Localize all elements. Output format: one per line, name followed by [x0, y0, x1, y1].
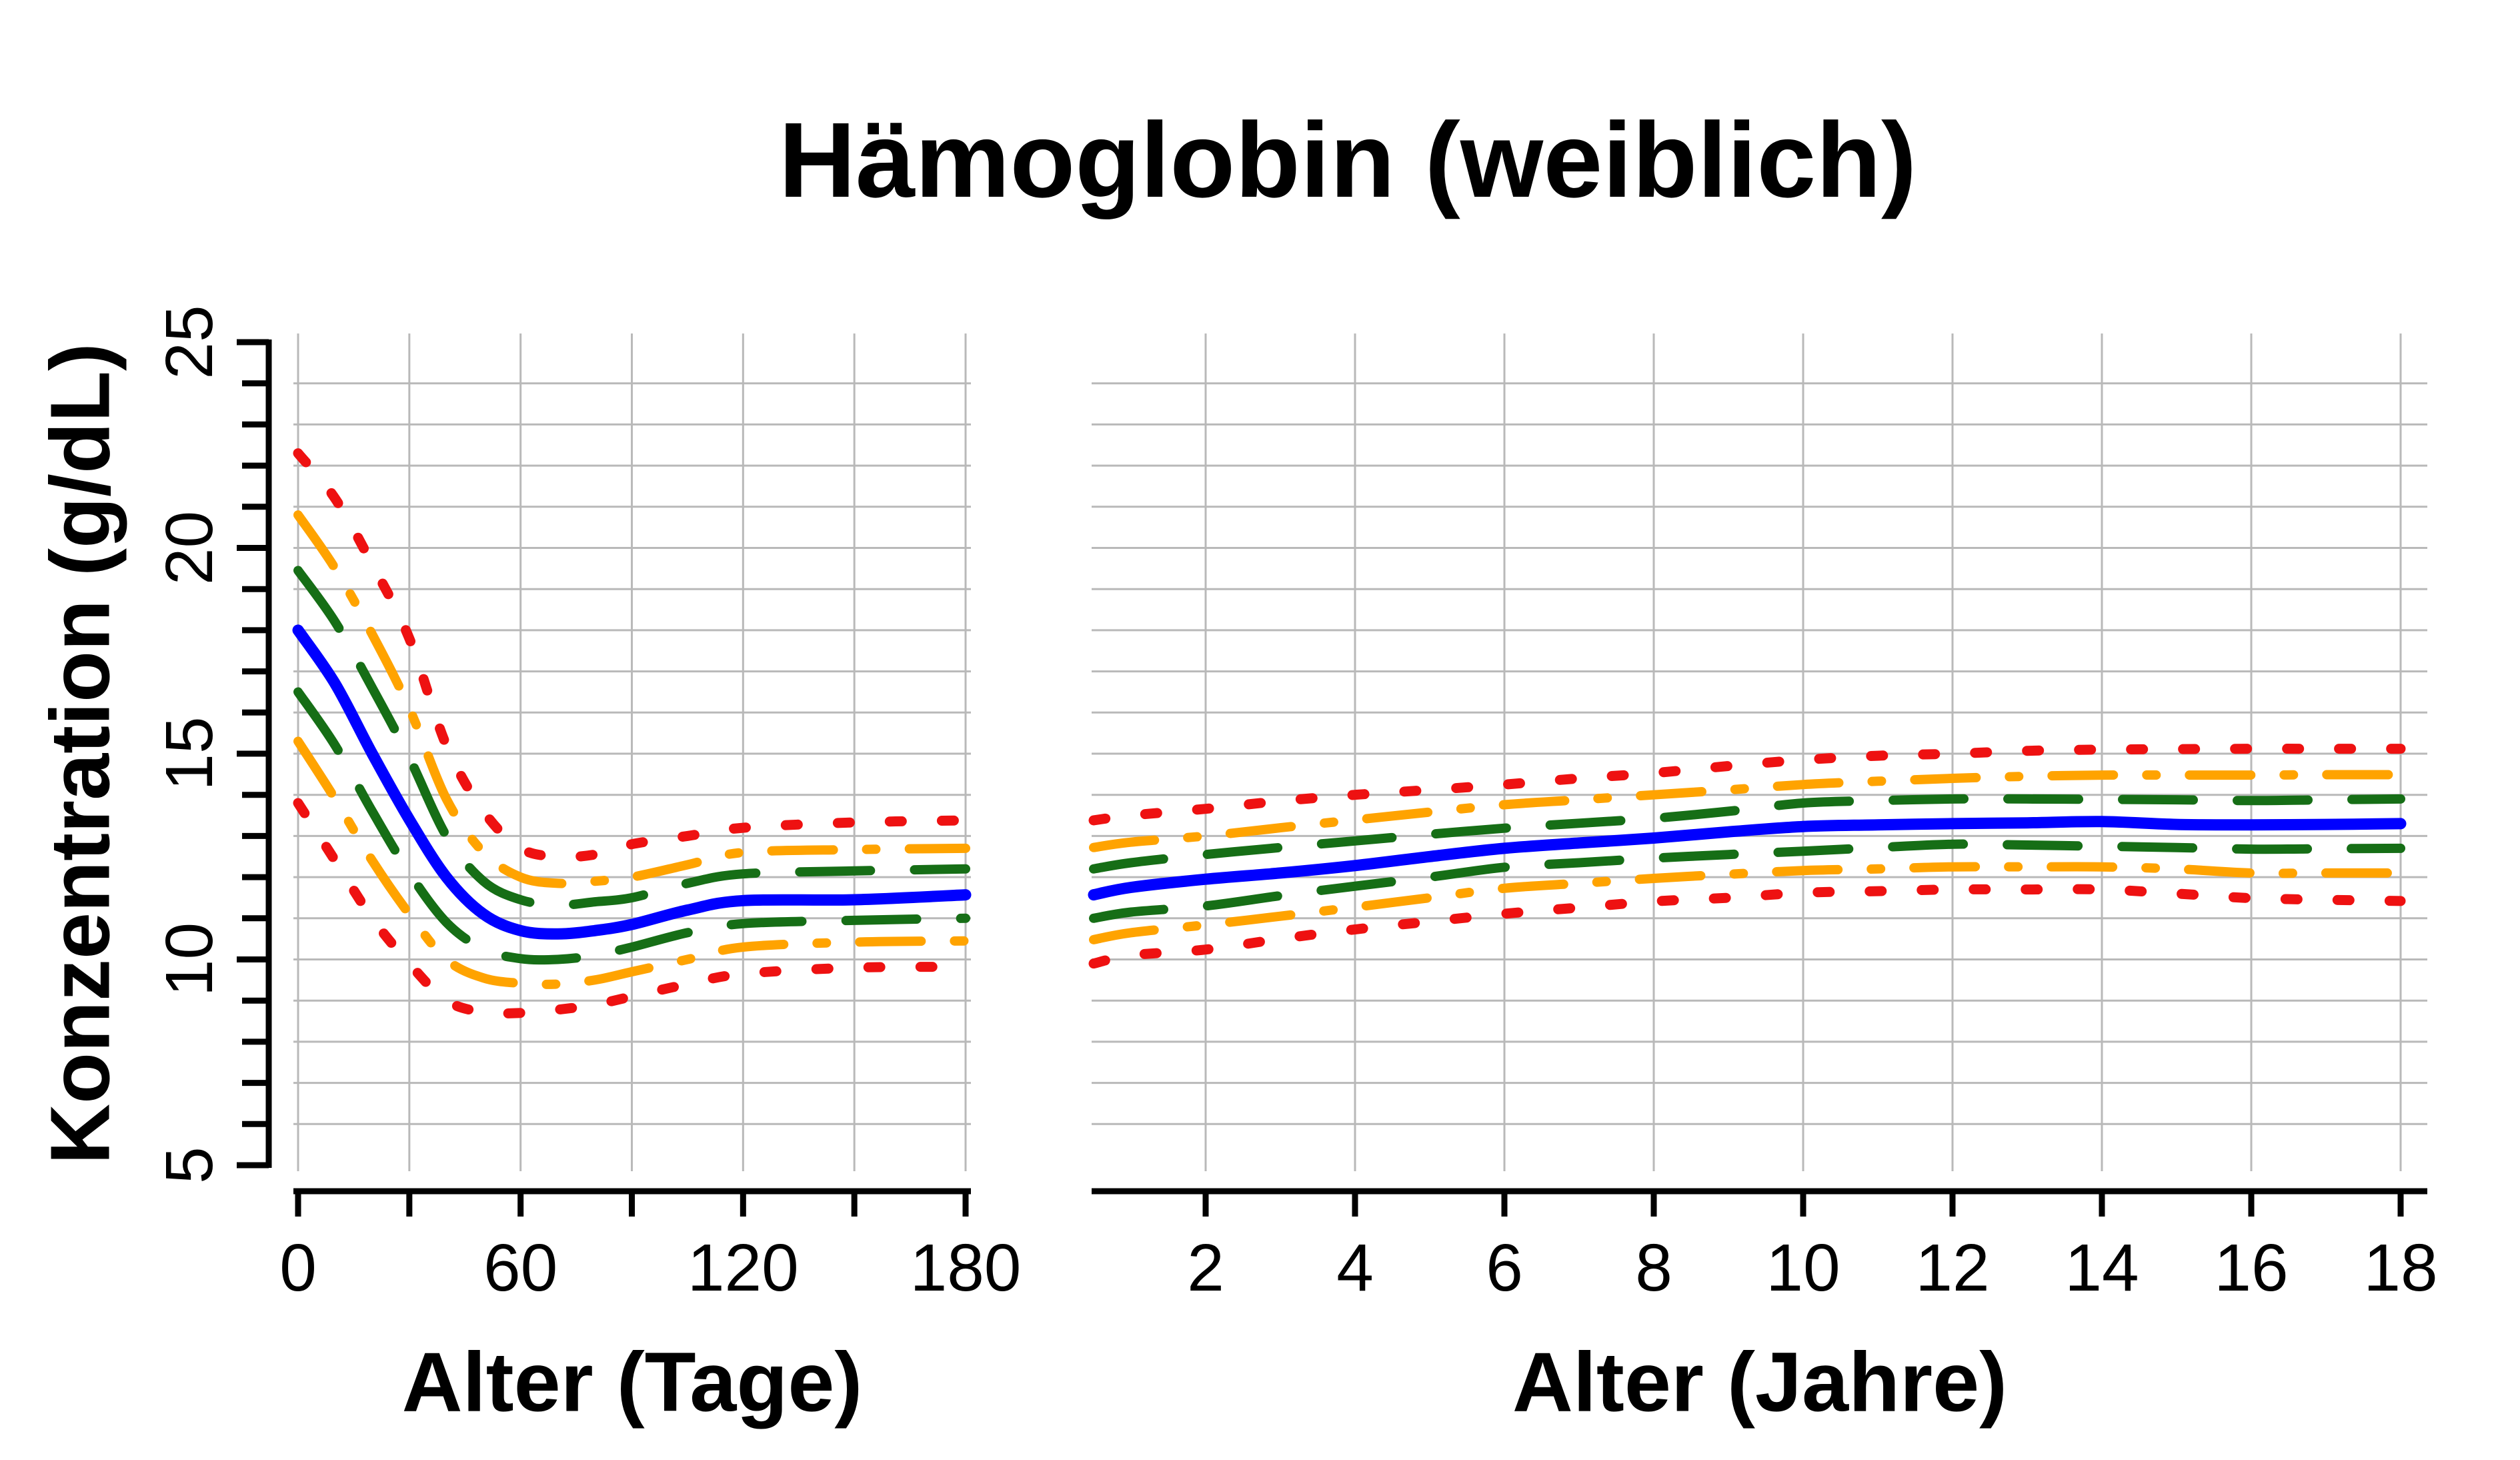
x-tick-label: 18	[2363, 1231, 2437, 1305]
curve-green-dashed-lower	[293, 687, 970, 965]
curve-blue-solid-median	[1088, 816, 2407, 901]
y-tick-label: 5	[152, 1147, 227, 1184]
x-tick-label: 8	[1635, 1231, 1672, 1305]
x-axis-title-years: Alter (Jahre)	[1512, 1335, 2008, 1429]
x-tick-label: 12	[1915, 1231, 1989, 1305]
x-tick-label: 180	[910, 1231, 1022, 1305]
y-tick-label: 25	[152, 305, 227, 379]
x-tick-label: 120	[688, 1231, 799, 1305]
curve-green-dashed-upper	[1089, 794, 2405, 874]
x-tick-label: 16	[2214, 1231, 2288, 1305]
curve-blue-solid-median	[292, 624, 972, 940]
curve-orange-dash-dot-upper	[293, 510, 970, 888]
curve-green-dashed-upper	[293, 566, 970, 910]
y-axis-title: Konzentration (g/dL)	[33, 343, 127, 1165]
curve-orange-dash-dot-lower	[1089, 862, 2405, 944]
x-axis-title-days: Alter (Tage)	[401, 1335, 863, 1429]
curve-orange-dash-dot-lower	[293, 736, 970, 989]
curve-red-dotted-upper	[293, 448, 971, 862]
x-tick-label: 6	[1486, 1231, 1523, 1305]
x-tick-label: 4	[1336, 1231, 1374, 1305]
x-tick-label: 2	[1187, 1231, 1224, 1305]
chart-title: Hämoglobin (weiblich)	[778, 100, 1917, 219]
curve-red-dotted-lower	[1088, 884, 2406, 969]
y-tick-label: 20	[152, 511, 227, 585]
curve-red-dotted-lower	[293, 798, 971, 1018]
x-tick-label: 0	[279, 1231, 317, 1305]
curve-green-dashed-lower	[1089, 839, 2405, 923]
x-tick-label: 10	[1766, 1231, 1840, 1305]
curve-orange-dash-dot-upper	[1089, 770, 2405, 852]
curve-red-dotted-upper	[1088, 744, 2406, 826]
y-tick-label: 15	[152, 716, 227, 790]
x-tick-label: 60	[483, 1231, 557, 1305]
x-tick-label: 14	[2065, 1231, 2139, 1305]
y-tick-label: 10	[152, 922, 227, 996]
